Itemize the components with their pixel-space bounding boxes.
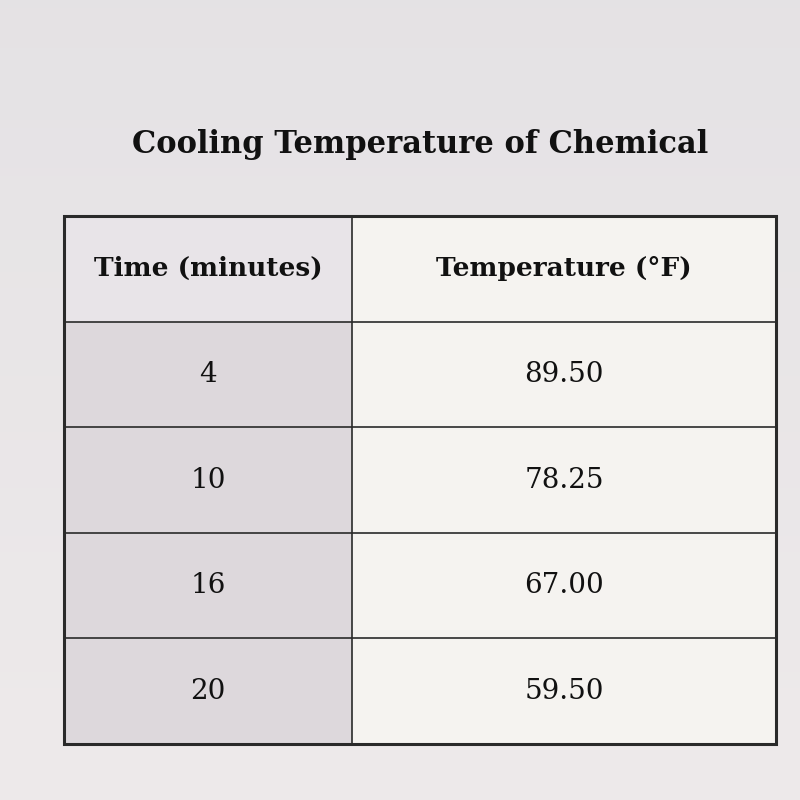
FancyBboxPatch shape (352, 533, 776, 638)
Text: 4: 4 (199, 361, 217, 388)
FancyBboxPatch shape (352, 427, 776, 533)
Text: 16: 16 (190, 572, 226, 599)
Text: 59.50: 59.50 (524, 678, 604, 705)
FancyBboxPatch shape (352, 322, 776, 427)
Text: Temperature (°F): Temperature (°F) (436, 256, 692, 282)
Text: Cooling Temperature of Chemical: Cooling Temperature of Chemical (132, 129, 708, 159)
Text: 20: 20 (190, 678, 226, 705)
FancyBboxPatch shape (64, 533, 352, 638)
Text: 10: 10 (190, 466, 226, 494)
FancyBboxPatch shape (64, 638, 352, 744)
FancyBboxPatch shape (64, 427, 352, 533)
FancyBboxPatch shape (64, 216, 352, 322)
FancyBboxPatch shape (352, 216, 776, 322)
Text: Time (minutes): Time (minutes) (94, 256, 322, 282)
FancyBboxPatch shape (64, 322, 352, 427)
FancyBboxPatch shape (352, 638, 776, 744)
Text: 67.00: 67.00 (524, 572, 604, 599)
Text: 89.50: 89.50 (524, 361, 604, 388)
Text: 78.25: 78.25 (524, 466, 604, 494)
